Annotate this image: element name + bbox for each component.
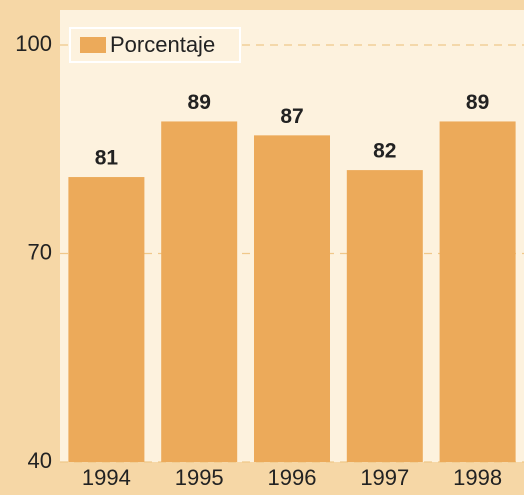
value-label: 87 xyxy=(280,105,303,128)
value-label: 82 xyxy=(373,140,396,163)
bar xyxy=(439,121,516,462)
bar xyxy=(161,121,238,462)
value-label: 89 xyxy=(466,91,489,114)
y-tick-label: 100 xyxy=(15,31,52,56)
x-tick-label: 1998 xyxy=(453,465,502,490)
value-label: 81 xyxy=(95,147,119,170)
value-label: 89 xyxy=(188,91,211,114)
bar xyxy=(346,170,423,462)
legend-label: Porcentaje xyxy=(110,32,215,57)
x-tick-label: 1997 xyxy=(360,465,409,490)
bar xyxy=(68,177,145,463)
bar xyxy=(254,135,330,462)
x-tick-label: 1994 xyxy=(82,465,131,490)
y-tick-label: 40 xyxy=(28,448,52,473)
x-tick-label: 1996 xyxy=(268,465,317,490)
y-tick-label: 70 xyxy=(28,239,52,264)
x-tick-label: 1995 xyxy=(175,465,224,490)
legend-swatch xyxy=(80,37,106,53)
